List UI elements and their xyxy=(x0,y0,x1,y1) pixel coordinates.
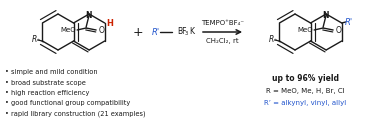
Text: • high reaction efficiency: • high reaction efficiency xyxy=(5,90,89,96)
Text: MeO: MeO xyxy=(297,27,313,33)
Text: TEMPO⁺BF₄⁻: TEMPO⁺BF₄⁻ xyxy=(201,20,244,26)
Text: • good functional group compatibility: • good functional group compatibility xyxy=(5,100,130,106)
Text: R: R xyxy=(32,34,37,44)
Text: CH₂Cl₂, rt: CH₂Cl₂, rt xyxy=(206,38,239,44)
Text: O: O xyxy=(335,25,341,34)
Text: MeO: MeO xyxy=(60,27,76,33)
Text: K: K xyxy=(189,27,194,35)
Text: H: H xyxy=(106,18,113,28)
Text: R: R xyxy=(269,34,274,44)
Text: • rapid library construction (21 examples): • rapid library construction (21 example… xyxy=(5,111,146,117)
Text: 3: 3 xyxy=(185,31,188,36)
Text: BF: BF xyxy=(177,27,186,35)
Text: +: + xyxy=(133,25,143,38)
Text: N: N xyxy=(322,11,328,20)
Text: |: | xyxy=(274,38,281,43)
Text: R': R' xyxy=(345,18,353,27)
Text: R = MeO, Me, H, Br, Cl: R = MeO, Me, H, Br, Cl xyxy=(266,88,344,94)
Text: up to 96% yield: up to 96% yield xyxy=(271,73,339,83)
Text: O: O xyxy=(98,25,104,34)
Text: N: N xyxy=(85,11,91,20)
Text: R’ = alkynyl, vinyl, allyl: R’ = alkynyl, vinyl, allyl xyxy=(264,100,346,106)
Text: • simple and mild condition: • simple and mild condition xyxy=(5,69,98,75)
Text: • broad substrate scope: • broad substrate scope xyxy=(5,80,86,86)
Text: |: | xyxy=(37,38,44,43)
Text: R': R' xyxy=(152,28,160,37)
